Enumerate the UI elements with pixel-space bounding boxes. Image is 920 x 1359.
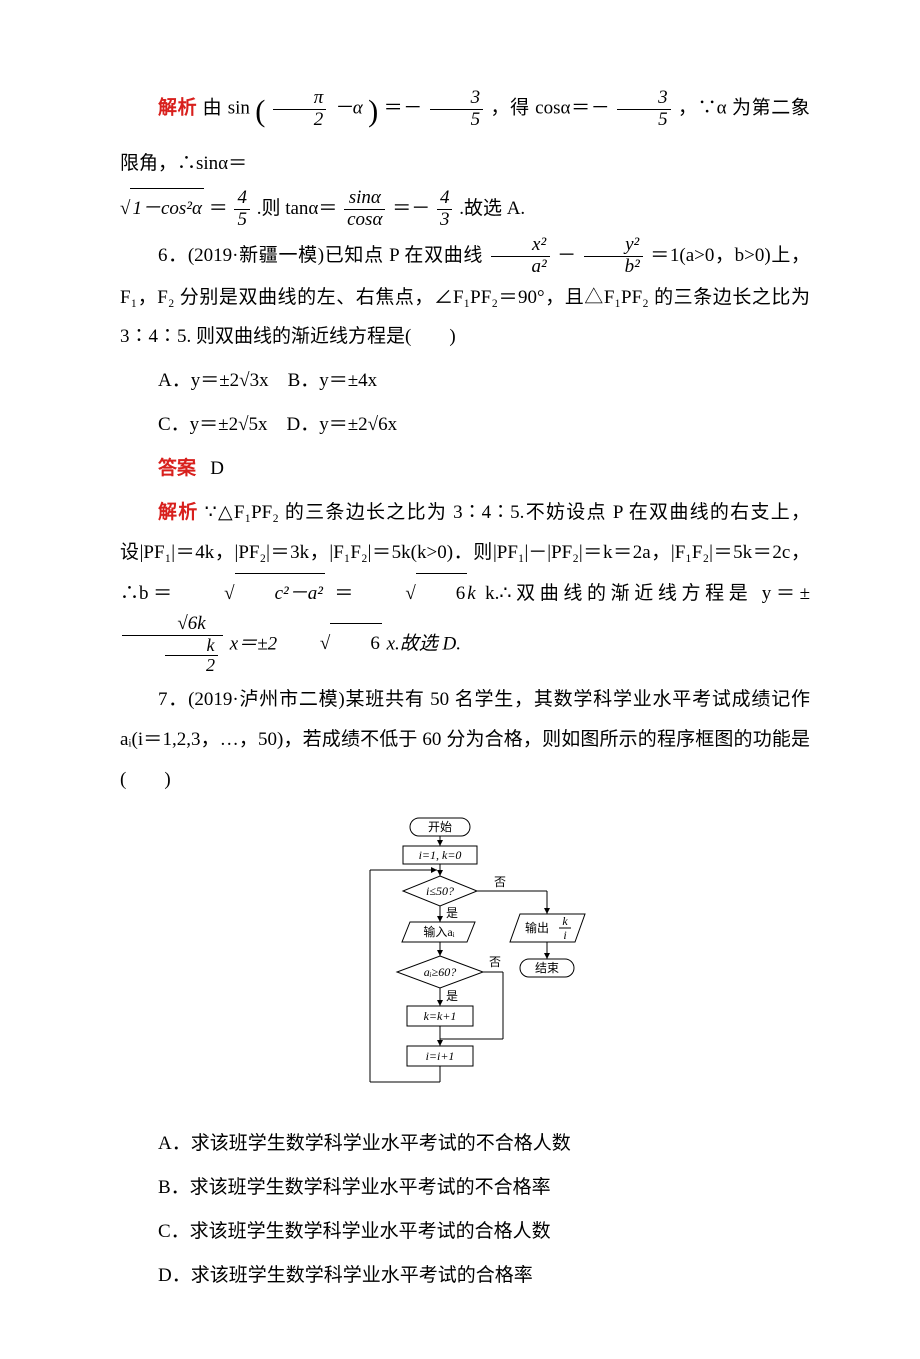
text: k.∴双曲线的渐近线方程是 y＝±: [485, 583, 810, 604]
text: .故选 A.: [459, 198, 525, 219]
num: sinα: [344, 188, 385, 210]
frac-3-5: 3 5: [430, 88, 484, 131]
den: cosα: [344, 210, 385, 231]
text: x＝±2: [230, 633, 277, 654]
label-daan: 答案: [158, 458, 196, 479]
frac-sin-cos: sinα cosα: [344, 188, 385, 231]
frac-4-5: 4 5: [234, 188, 250, 231]
flow-yes2: 是: [446, 989, 458, 1003]
flow-cond2: aᵢ≥60?: [424, 965, 456, 979]
radicand: 6: [330, 623, 382, 664]
label-jiexi: 解析: [158, 97, 197, 118]
flow-no1: 否: [494, 875, 506, 889]
frac-pi-2: π 2: [273, 88, 327, 131]
den: 2: [165, 656, 218, 676]
den: b²: [584, 257, 643, 278]
num: y²: [584, 235, 643, 257]
num: 3: [617, 88, 671, 110]
text: ＝: [209, 198, 228, 219]
minus: －: [557, 245, 576, 266]
flow-input: 输入aᵢ: [423, 924, 454, 939]
frac-y2-b2: y² b²: [584, 235, 643, 278]
opt-b: B．y＝±4x: [288, 370, 378, 391]
den: 5: [430, 110, 484, 131]
q6-solution: 解析 ∵△F₁PF₂ 的三条边长之比为 3∶4∶5.不妨设点 P 在双曲线的右支…: [120, 493, 810, 676]
q5-solution-line2: 1－cos²α ＝ 4 5 .则 tanα＝ sinα cosα ＝－ 4 3 …: [120, 188, 810, 231]
q7-opt-a: A．求该班学生数学科学业水平考试的不合格人数: [120, 1124, 810, 1164]
lparen: (: [255, 94, 265, 128]
q7-opt-d: D．求该班学生数学科学业水平考试的合格率: [120, 1256, 810, 1296]
num: x²: [491, 235, 550, 257]
q5-solution-line1: 解析 由 sin ( π 2 －α ) ＝－ 3 5 ，得 cosα＝－ 3 5…: [120, 80, 810, 184]
page: 解析 由 sin ( π 2 －α ) ＝－ 3 5 ，得 cosα＝－ 3 5…: [0, 0, 920, 1359]
q7-opt-b: B．求该班学生数学科学业水平考试的不合格率: [120, 1168, 810, 1208]
frac-4-3: 4 3: [437, 188, 453, 231]
sqrt: 1－cos²α: [120, 188, 204, 229]
num: √6k: [122, 614, 223, 636]
radicand: 6: [416, 573, 468, 614]
flowchart: 开始 i=1, k=0 i≤50? 否 输出 k i 结束 是: [315, 814, 615, 1104]
frac-big: √6k k 2: [122, 614, 223, 677]
num: 3: [430, 88, 484, 110]
flow-output-den: i: [563, 928, 566, 942]
num: 4: [437, 188, 453, 210]
text: －α: [334, 97, 363, 118]
q6-answer: 答案 D: [120, 449, 810, 489]
text: 由 sin: [203, 97, 250, 118]
sqrt: 6: [282, 623, 382, 664]
rparen: ): [368, 94, 378, 128]
flow-yes1: 是: [446, 906, 458, 920]
flow-end: 结束: [535, 961, 559, 975]
sqrt: c²－a²: [186, 573, 325, 614]
q6-options-row2: C．y＝±2√5x D．y＝±2√6x: [120, 405, 810, 445]
q7-opt-c: C．求该班学生数学科学业水平考试的合格人数: [120, 1212, 810, 1252]
text: 6．(2019·新疆一模)已知点 P 在双曲线: [158, 245, 483, 266]
label-jiexi: 解析: [158, 502, 199, 523]
opt-d: D．y＝±2√6x: [287, 414, 398, 435]
frac-3-5b: 3 5: [617, 88, 671, 131]
flow-start: 开始: [428, 820, 452, 834]
den: 3: [437, 210, 453, 231]
den: 2: [273, 110, 327, 131]
q6-options-row1: A．y＝±2√3x B．y＝±4x: [120, 361, 810, 401]
flow-init: i=1, k=0: [419, 848, 462, 862]
flow-inc-k: k=k+1: [424, 1009, 457, 1023]
text: x.故选 D.: [387, 633, 461, 654]
text: ＝: [334, 583, 358, 604]
flow-no2: 否: [489, 955, 501, 969]
text: ＝－: [384, 97, 423, 118]
text: ，得 cosα＝－: [491, 97, 610, 118]
ans-val: D: [210, 458, 224, 479]
den: a²: [491, 257, 550, 278]
frac-x2-a2: x² a²: [491, 235, 550, 278]
radicand: 1－cos²α: [130, 188, 204, 229]
text: ＝－: [392, 198, 430, 219]
den: 5: [234, 210, 250, 231]
flow-inc-i: i=i+1: [426, 1049, 455, 1063]
text: .则 tanα＝: [257, 198, 338, 219]
den: 5: [617, 110, 671, 131]
num: k: [165, 636, 218, 657]
flow-cond1: i≤50?: [426, 884, 454, 898]
num: 4: [234, 188, 250, 210]
opt-c: C．y＝±2√5x: [158, 414, 268, 435]
den: k 2: [122, 636, 223, 677]
q6-stem: 6．(2019·新疆一模)已知点 P 在双曲线 x² a² － y² b² ＝1…: [120, 235, 810, 358]
radicand: c²－a²: [235, 573, 325, 614]
sqrt: 6: [367, 573, 467, 614]
q7-stem: 7．(2019·泸州市二模)某班共有 50 名学生，其数学科学业水平考试成绩记作…: [120, 680, 810, 800]
inner-frac: k 2: [165, 636, 218, 677]
opt-a: A．y＝±2√3x: [158, 370, 269, 391]
flow-output-pre: 输出: [525, 920, 549, 935]
flow-output-num: k: [562, 914, 568, 928]
num: π: [273, 88, 327, 110]
